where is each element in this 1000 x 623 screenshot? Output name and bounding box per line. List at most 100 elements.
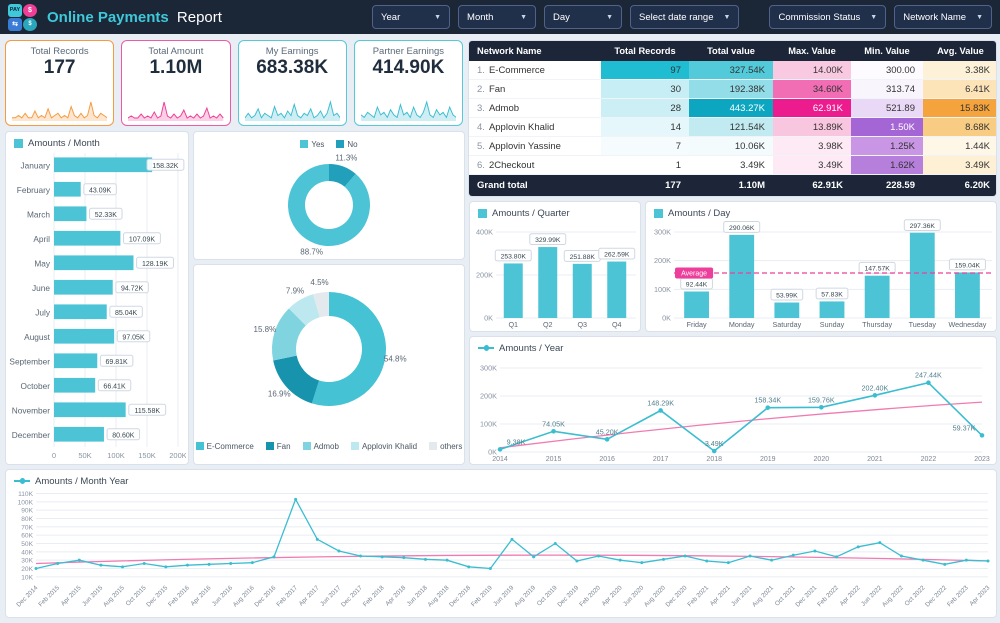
data-point[interactable] bbox=[142, 562, 146, 565]
data-point[interactable] bbox=[380, 555, 384, 559]
column-header-min-value[interactable]: Min. Value bbox=[864, 46, 910, 56]
data-point[interactable] bbox=[921, 558, 925, 562]
data-point[interactable] bbox=[964, 558, 968, 562]
table-row-2checkout[interactable]: 6. 2Checkout 1 3.49K 3.49K 1.62K 3.49K bbox=[469, 156, 996, 175]
column-header-total-value[interactable]: Total value bbox=[707, 46, 755, 56]
bar-wednesday[interactable] bbox=[955, 272, 980, 318]
data-point[interactable] bbox=[575, 559, 579, 563]
legend-item-e-commerce[interactable]: E-Commerce bbox=[195, 442, 254, 451]
table-row-applovin-yassine[interactable]: 5. Applovin Yassine 7 10.06K 3.98K 1.25K 1.44K bbox=[469, 137, 996, 156]
data-point[interactable] bbox=[532, 555, 536, 559]
legend-item-fan[interactable]: Fan bbox=[265, 442, 291, 451]
data-point[interactable] bbox=[597, 554, 601, 558]
data-point[interactable] bbox=[986, 559, 990, 563]
amounts-year-chart[interactable]: 0K 100K 200K 300K 2014 2015 2016 2017 2018 2019 20… bbox=[470, 354, 996, 464]
data-point[interactable] bbox=[979, 433, 985, 438]
data-point[interactable] bbox=[250, 561, 254, 565]
kpi-card-total-amount[interactable]: Total Amount 1.10M bbox=[121, 40, 231, 126]
bar-january[interactable] bbox=[54, 157, 153, 173]
data-point[interactable] bbox=[640, 561, 644, 565]
bar-q3[interactable] bbox=[572, 263, 592, 318]
data-point[interactable] bbox=[445, 558, 449, 562]
data-point[interactable] bbox=[899, 554, 903, 558]
column-header-network-name[interactable]: Network Name bbox=[477, 46, 542, 56]
data-point[interactable] bbox=[878, 541, 882, 545]
yes-no-donut-chart[interactable]: 11.3% 88.7% bbox=[194, 150, 464, 259]
slice-admob[interactable] bbox=[272, 308, 306, 361]
amounts-quarter-chart[interactable]: 0K 200K 400K Q1 253.80K Q2 329.99K Q3 251.88K Q4 2… bbox=[470, 219, 640, 331]
bar-october[interactable] bbox=[54, 377, 96, 393]
data-point[interactable] bbox=[711, 448, 717, 454]
bar-monday[interactable] bbox=[729, 234, 755, 318]
data-point[interactable] bbox=[770, 558, 774, 562]
filter-day[interactable]: Day ▼ bbox=[544, 5, 623, 29]
data-point[interactable] bbox=[402, 556, 406, 560]
data-point[interactable] bbox=[337, 549, 341, 553]
data-point[interactable] bbox=[926, 380, 931, 386]
bar-sunday[interactable] bbox=[819, 301, 845, 318]
column-header-max-value[interactable]: Max. Value bbox=[788, 46, 836, 56]
legend-item-admob[interactable]: Admob bbox=[302, 442, 339, 451]
data-point[interactable] bbox=[229, 562, 233, 565]
data-point[interactable] bbox=[683, 554, 687, 558]
table-row-fan[interactable]: 2. Fan 30 192.38K 34.60K 313.74 6.41K bbox=[469, 80, 996, 99]
data-point[interactable] bbox=[77, 558, 81, 562]
data-point[interactable] bbox=[34, 567, 38, 570]
bar-july[interactable] bbox=[54, 304, 107, 320]
data-point[interactable] bbox=[943, 562, 947, 566]
data-point[interactable] bbox=[359, 554, 363, 558]
bar-thursday[interactable] bbox=[864, 275, 890, 318]
slice-others[interactable] bbox=[313, 292, 329, 318]
bar-march[interactable] bbox=[54, 206, 87, 222]
bar-tuesday[interactable] bbox=[909, 232, 935, 318]
data-point[interactable] bbox=[164, 565, 168, 569]
data-point[interactable] bbox=[467, 565, 471, 569]
bar-q2[interactable] bbox=[538, 247, 558, 318]
table-row-applovin-khalid[interactable]: 4. Applovin Khalid 14 121.54K 13.89K 1.50K 8.6… bbox=[469, 118, 996, 137]
filter-date-range[interactable]: Select date range ▼ bbox=[630, 5, 740, 29]
data-point[interactable] bbox=[294, 497, 298, 501]
bar-august[interactable] bbox=[54, 328, 115, 344]
data-point[interactable] bbox=[813, 549, 817, 553]
bar-september[interactable] bbox=[54, 353, 98, 369]
data-point[interactable] bbox=[819, 404, 824, 410]
data-point[interactable] bbox=[315, 537, 319, 541]
bar-november[interactable] bbox=[54, 402, 126, 418]
data-point[interactable] bbox=[658, 408, 663, 413]
slice-no[interactable] bbox=[329, 164, 356, 187]
amounts-month-year-chart[interactable]: 10K 20K 30K 40K 50K 60K 70K 80K 90K 100K 110K Dec 2… bbox=[6, 487, 996, 617]
data-point[interactable] bbox=[872, 393, 878, 398]
data-point[interactable] bbox=[726, 561, 730, 565]
amounts-day-chart[interactable]: 0K 100K 200K 300K Friday 92.44K Monday 290.06K S… bbox=[646, 219, 996, 331]
legend-item-others[interactable]: others bbox=[429, 442, 462, 451]
data-point[interactable] bbox=[423, 557, 427, 561]
bar-q4[interactable] bbox=[607, 261, 627, 318]
data-point[interactable] bbox=[661, 557, 665, 561]
data-point[interactable] bbox=[207, 562, 211, 566]
bar-saturday[interactable] bbox=[774, 302, 800, 318]
filter-network-name[interactable]: Network Name ▼ bbox=[894, 5, 992, 29]
bar-friday[interactable] bbox=[684, 291, 709, 318]
bar-february[interactable] bbox=[54, 181, 81, 197]
data-point[interactable] bbox=[551, 428, 556, 434]
column-header-total-records[interactable]: Total Records bbox=[614, 46, 676, 56]
data-point[interactable] bbox=[765, 405, 771, 410]
network-donut-chart[interactable]: 54.8% 16.9% 15.8% 7.9% 4.5% bbox=[194, 265, 464, 438]
amounts-month-chart[interactable]: 0 50K 100K 150K 200K January 158.32K February 43… bbox=[6, 149, 188, 464]
data-point[interactable] bbox=[748, 554, 752, 558]
bar-may[interactable] bbox=[54, 255, 134, 271]
table-row-admob[interactable]: 3. Admob 28 443.27K 62.91K 521.89 15.83K bbox=[469, 99, 996, 118]
data-point[interactable] bbox=[185, 563, 189, 567]
filter-commission-status[interactable]: Commission Status ▼ bbox=[769, 5, 887, 29]
data-point[interactable] bbox=[618, 558, 622, 562]
data-point[interactable] bbox=[791, 553, 795, 557]
kpi-card-my-earnings[interactable]: My Earnings 683.38K bbox=[237, 40, 347, 126]
kpi-card-total-records[interactable]: Total Records 177 bbox=[5, 40, 115, 126]
bar-december[interactable] bbox=[54, 426, 104, 442]
kpi-card-partner-earnings[interactable]: Partner Earnings 414.90K bbox=[353, 40, 463, 126]
column-header-avg-value[interactable]: Avg. Value bbox=[937, 46, 984, 56]
data-point[interactable] bbox=[510, 537, 514, 541]
data-point[interactable] bbox=[835, 555, 839, 559]
data-point[interactable] bbox=[56, 562, 60, 565]
slice-fan[interactable] bbox=[273, 355, 320, 404]
